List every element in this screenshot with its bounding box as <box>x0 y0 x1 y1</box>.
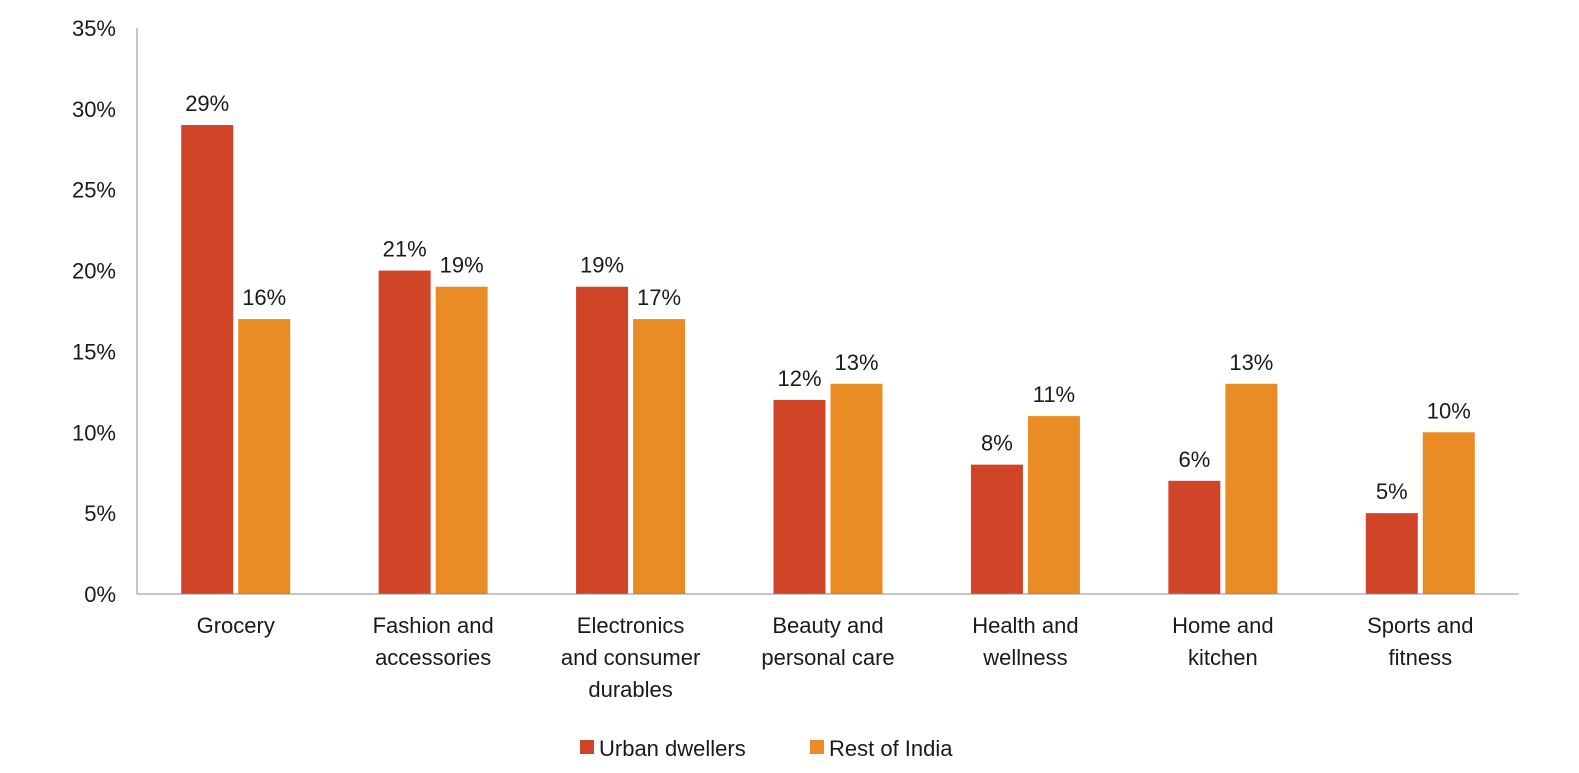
x-tick-label: and consumer <box>561 645 700 670</box>
data-label: 19% <box>580 253 624 278</box>
y-axis: 0% 5% 10% 15% 20% 25% 30% 35% <box>72 16 138 607</box>
bar-urban-dwellers <box>181 125 234 595</box>
data-label: 11% <box>1033 382 1075 407</box>
y-tick-label: 0% <box>84 582 116 607</box>
bar-urban-dwellers <box>1168 480 1221 594</box>
bar-urban-dwellers <box>773 399 826 594</box>
data-label: 19% <box>440 253 484 278</box>
y-tick-label: 15% <box>72 339 116 364</box>
x-tick-label: Health and <box>972 613 1078 638</box>
x-tick-label: durables <box>588 677 672 702</box>
data-label: 6% <box>1178 447 1210 472</box>
legend-label: Rest of India <box>829 736 953 761</box>
y-tick-label: 30% <box>72 97 116 122</box>
x-tick-label: Grocery <box>197 613 275 638</box>
data-labels: 29% 16% 21% 19% 19% 17% 12% 13% 8% 11% 6% 13% 5% 10% <box>185 91 1471 504</box>
data-label: 21% <box>383 237 427 262</box>
x-tick-label: Home and <box>1172 613 1274 638</box>
bar-rest-of-india <box>1422 432 1475 594</box>
bar-rest-of-india <box>830 383 883 594</box>
bar-rest-of-india <box>1027 416 1080 594</box>
data-label: 13% <box>1229 350 1273 375</box>
bar-urban-dwellers <box>1365 513 1418 594</box>
data-label: 5% <box>1376 479 1408 504</box>
legend: Urban dwellers Rest of India <box>580 736 953 761</box>
bar-rest-of-india <box>1225 383 1278 594</box>
data-label: 16% <box>242 285 286 310</box>
data-label: 17% <box>637 285 681 310</box>
bars <box>181 125 1475 595</box>
y-tick-label: 10% <box>72 420 116 445</box>
bar-urban-dwellers <box>576 286 629 594</box>
y-tick-label: 35% <box>72 16 116 41</box>
legend-label: Urban dwellers <box>599 736 746 761</box>
x-tick-label: kitchen <box>1188 645 1258 670</box>
data-label: 10% <box>1427 398 1471 423</box>
x-tick-label: accessories <box>375 645 491 670</box>
legend-swatch <box>810 740 824 754</box>
bar-rest-of-india <box>238 319 291 594</box>
legend-swatch <box>580 740 594 754</box>
data-label: 12% <box>777 366 821 391</box>
bar-rest-of-india <box>633 319 686 594</box>
y-tick-label: 5% <box>84 501 116 526</box>
bar-rest-of-india <box>435 286 488 594</box>
x-tick-label: wellness <box>982 645 1067 670</box>
bar-urban-dwellers <box>970 464 1023 594</box>
data-label: 29% <box>185 91 229 116</box>
x-tick-label: personal care <box>761 645 894 670</box>
y-tick-label: 25% <box>72 178 116 203</box>
x-tick-label: Electronics <box>577 613 685 638</box>
x-tick-label: Fashion and <box>373 613 494 638</box>
data-label: 8% <box>981 431 1013 456</box>
x-tick-label: Beauty and <box>772 613 883 638</box>
x-axis: Grocery Fashion and accessories Electronics… <box>137 593 1519 702</box>
data-label: 13% <box>834 350 878 375</box>
y-tick-label: 20% <box>72 259 116 284</box>
bar-urban-dwellers <box>378 270 431 594</box>
x-tick-label: Sports and <box>1367 613 1473 638</box>
x-tick-label: fitness <box>1388 645 1452 670</box>
